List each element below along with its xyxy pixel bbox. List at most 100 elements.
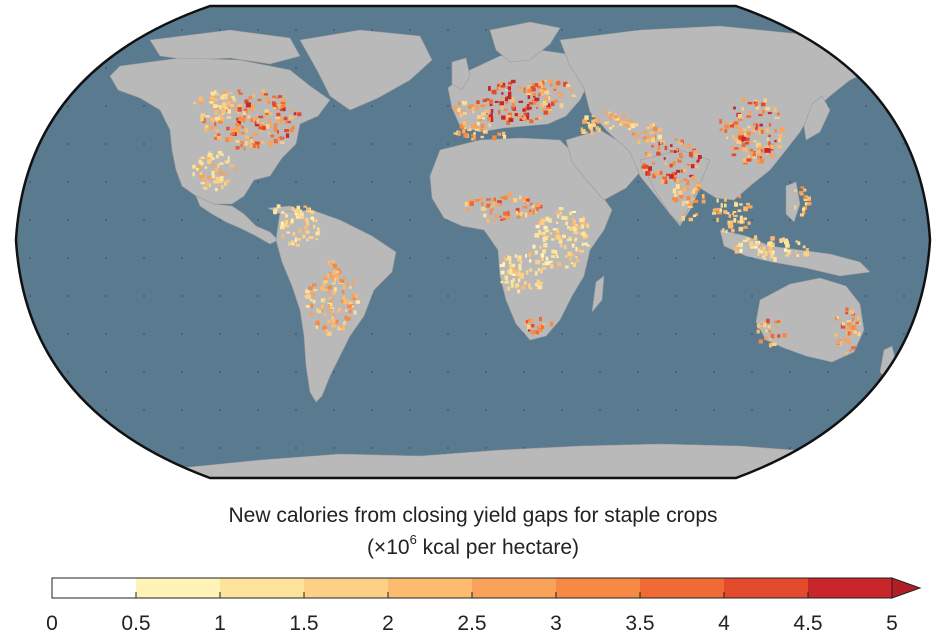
graticule-dot xyxy=(409,447,411,449)
graticule-dot xyxy=(143,409,145,411)
hotspot-cell xyxy=(510,279,514,284)
hotspot-cell xyxy=(541,92,545,96)
hotspot-cell xyxy=(609,113,613,117)
hotspot-cell xyxy=(674,193,677,197)
hotspot-cell xyxy=(485,98,490,101)
hotspot-cell xyxy=(489,104,493,107)
hotspot-cell xyxy=(587,121,590,124)
hotspot-cell xyxy=(220,117,224,121)
hotspot-cell xyxy=(501,92,504,95)
hotspot-cell xyxy=(756,150,761,154)
hotspot-cell xyxy=(265,124,270,129)
hotspot-cell xyxy=(313,288,318,292)
graticule-dot xyxy=(675,333,677,335)
hotspot-cell xyxy=(782,333,787,338)
graticule-dot xyxy=(903,181,905,183)
hotspot-cell xyxy=(278,137,284,140)
hotspot-cell xyxy=(346,299,349,305)
hotspot-cell xyxy=(581,129,586,134)
hotspot-cell xyxy=(192,172,195,177)
hotspot-cell xyxy=(251,104,256,108)
hotspot-cell xyxy=(481,112,486,116)
hotspot-cell xyxy=(673,150,677,153)
hotspot-cell xyxy=(504,97,508,102)
hotspot-cell xyxy=(807,196,811,201)
hotspot-cell xyxy=(541,87,547,93)
hotspot-cell xyxy=(315,231,320,236)
hotspot-cell xyxy=(677,158,682,163)
graticule-dot xyxy=(181,257,183,259)
hotspot-cell xyxy=(204,124,209,129)
hotspot-cell xyxy=(253,117,258,123)
hotspot-cell xyxy=(476,121,480,126)
graticule-dot xyxy=(371,29,373,31)
hotspot-cell xyxy=(768,122,772,127)
hotspot-cell xyxy=(663,157,666,160)
hotspot-cell xyxy=(839,340,843,346)
hotspot-cell xyxy=(325,329,328,334)
graticule-dot xyxy=(903,29,905,31)
hotspot-cell xyxy=(469,199,474,202)
hotspot-cell xyxy=(224,160,230,164)
colorbar-tick-label: 2 xyxy=(382,612,394,635)
hotspot-cell xyxy=(734,246,738,251)
hotspot-cell xyxy=(591,119,595,125)
hotspot-cell xyxy=(486,198,491,201)
graticule-dot xyxy=(257,29,259,31)
graticule-dot xyxy=(409,29,411,31)
hotspot-cell xyxy=(784,248,788,252)
hotspot-cell xyxy=(683,188,686,192)
hotspot-cell xyxy=(257,98,262,102)
hotspot-cell xyxy=(855,321,860,325)
hotspot-cell xyxy=(663,180,668,184)
hotspot-cell xyxy=(807,201,812,206)
hotspot-cell xyxy=(842,322,845,326)
hotspot-cell xyxy=(228,137,234,141)
hotspot-cell xyxy=(501,131,506,136)
hotspot-cell xyxy=(217,179,220,184)
graticule-dot xyxy=(865,143,867,145)
hotspot-cell xyxy=(508,91,512,97)
hotspot-cell xyxy=(215,176,221,181)
hotspot-cell xyxy=(258,125,262,130)
graticule-dot xyxy=(751,295,753,297)
hotspot-cell xyxy=(522,108,526,112)
hotspot-cell xyxy=(515,284,518,289)
hotspot-cell xyxy=(526,112,530,117)
hotspot-cell xyxy=(528,102,533,105)
hotspot-cell xyxy=(755,127,758,131)
graticule-dot xyxy=(371,105,373,107)
hotspot-cell xyxy=(511,273,516,276)
hotspot-cell xyxy=(526,198,530,202)
hotspot-cell xyxy=(471,137,474,141)
graticule-dot xyxy=(257,295,259,297)
hotspot-cell xyxy=(230,127,236,133)
hotspot-cell xyxy=(353,294,358,299)
graticule-dot xyxy=(485,295,487,297)
hotspot-cell xyxy=(517,259,522,262)
graticule-dot xyxy=(29,105,31,107)
hotspot-cell xyxy=(499,201,503,206)
hotspot-cell xyxy=(737,118,743,121)
graticule-dot xyxy=(865,29,867,31)
arabian-peninsula xyxy=(565,129,641,201)
hotspot-cell xyxy=(289,114,292,120)
hotspot-cell xyxy=(322,281,327,286)
hotspot-cell xyxy=(244,99,249,104)
graticule-dot xyxy=(865,295,867,297)
hotspot-cell xyxy=(210,117,215,122)
graticule-dot xyxy=(903,447,905,449)
graticule-dot xyxy=(409,371,411,373)
graticule-dot xyxy=(143,105,145,107)
graticule-dot xyxy=(789,371,791,373)
hotspot-cell xyxy=(840,324,846,329)
hotspot-cell xyxy=(681,215,685,221)
hotspot-cell xyxy=(212,104,218,108)
hotspot-cell xyxy=(334,277,337,282)
hotspot-cell xyxy=(765,127,769,133)
hotspot-cell xyxy=(502,134,507,139)
hotspot-cell xyxy=(678,186,682,189)
hotspot-cell xyxy=(647,166,652,171)
hotspot-cell xyxy=(276,130,279,134)
graticule-dot xyxy=(637,409,639,411)
